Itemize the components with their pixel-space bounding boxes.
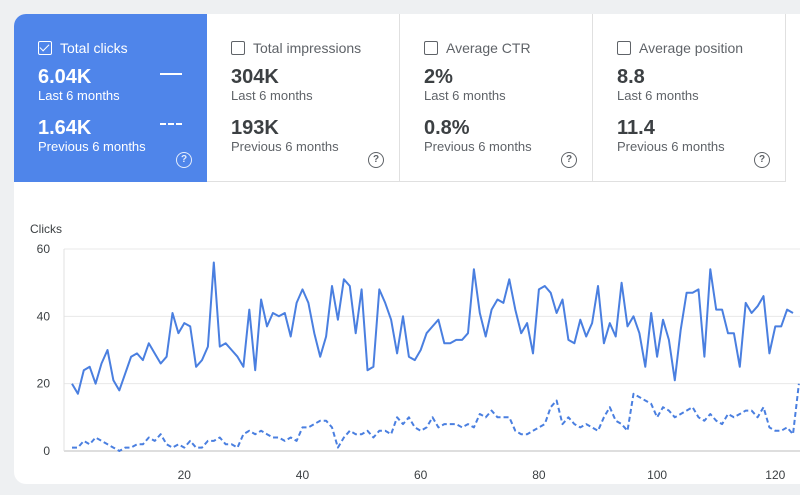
metric-period: Last 6 months — [231, 88, 313, 103]
help-icon[interactable]: ? — [176, 152, 192, 168]
metric-period: Last 6 months — [38, 88, 120, 103]
x-tick-label: 100 — [647, 468, 667, 482]
checkbox-icon[interactable] — [424, 41, 438, 55]
y-tick-label: 60 — [37, 242, 51, 256]
x-tick-label: 20 — [178, 468, 192, 482]
y-tick-label: 40 — [37, 309, 51, 323]
clicks-line-chart[interactable]: Clicks 0 20 40 60 20 40 60 80 100 120 — [14, 182, 800, 484]
metric-value: 6.04K — [38, 66, 92, 88]
performance-panel: Total clicks 6.04K Last 6 months 1.64K P… — [14, 14, 800, 484]
checkbox-icon[interactable] — [231, 41, 245, 55]
x-tick-label: 60 — [414, 468, 428, 482]
metric-prev-value: 193K — [231, 117, 279, 139]
metric-value: 2% — [424, 66, 453, 88]
legend-solid-line-icon — [160, 73, 182, 75]
metric-prev-value: 1.64K — [38, 117, 92, 139]
y-axis-label: Clicks — [30, 222, 62, 236]
metric-cards: Total clicks 6.04K Last 6 months 1.64K P… — [14, 14, 800, 182]
metric-label: Average CTR — [446, 40, 531, 56]
x-tick-label: 40 — [296, 468, 310, 482]
help-icon[interactable]: ? — [368, 152, 384, 168]
series-line-current — [71, 261, 794, 395]
metric-label: Total clicks — [60, 40, 128, 56]
metric-value: 8.8 — [617, 66, 645, 88]
x-tick-label: 120 — [765, 468, 785, 482]
metric-prev-period: Previous 6 months — [231, 139, 339, 154]
help-icon[interactable]: ? — [754, 152, 770, 168]
metric-period: Last 6 months — [424, 88, 506, 103]
metric-card-average-position[interactable]: Average position 8.8 Last 6 months 11.4 … — [593, 14, 786, 182]
checkbox-icon[interactable] — [617, 41, 631, 55]
checkbox-checked-icon[interactable] — [38, 41, 52, 55]
metric-card-total-clicks[interactable]: Total clicks 6.04K Last 6 months 1.64K P… — [14, 14, 207, 182]
series-line-previous — [72, 383, 800, 452]
metric-prev-period: Previous 6 months — [424, 139, 532, 154]
metric-prev-period: Previous 6 months — [617, 139, 725, 154]
y-tick-label: 0 — [43, 444, 50, 458]
metric-prev-period: Previous 6 months — [38, 139, 146, 154]
metric-prev-value: 11.4 — [617, 117, 655, 139]
metric-label: Average position — [639, 40, 744, 56]
metric-prev-value: 0.8% — [424, 117, 470, 139]
help-icon[interactable]: ? — [561, 152, 577, 168]
legend-dashed-line-icon — [160, 123, 182, 125]
metric-value: 304K — [231, 66, 279, 88]
metric-card-total-impressions[interactable]: Total impressions 304K Last 6 months 193… — [207, 14, 400, 182]
y-tick-label: 20 — [37, 377, 51, 391]
x-tick-label: 80 — [532, 468, 546, 482]
metric-period: Last 6 months — [617, 88, 699, 103]
metric-label: Total impressions — [253, 40, 362, 56]
metric-card-average-ctr[interactable]: Average CTR 2% Last 6 months 0.8% Previo… — [400, 14, 593, 182]
